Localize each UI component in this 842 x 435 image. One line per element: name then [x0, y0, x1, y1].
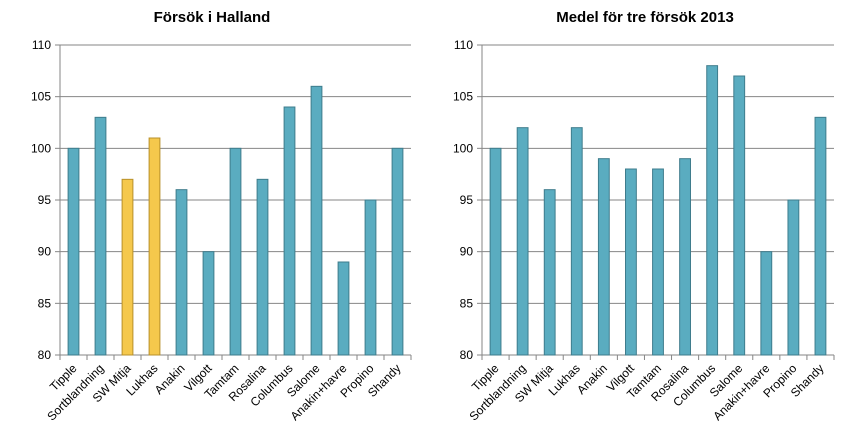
- bar: [175, 189, 188, 356]
- y-tick-label: 95: [460, 193, 474, 207]
- bar: [283, 106, 296, 356]
- bar: [625, 168, 637, 356]
- bar: [570, 127, 583, 356]
- bar: [679, 158, 691, 356]
- bar: [337, 261, 350, 356]
- bar: [364, 199, 377, 356]
- bar: [652, 168, 664, 356]
- bar: [597, 158, 610, 356]
- bar: [256, 178, 269, 356]
- bar: [67, 147, 80, 356]
- y-tick-label: 80: [38, 348, 52, 362]
- y-tick-label: 90: [38, 245, 52, 259]
- bar: [148, 137, 161, 356]
- bar: [543, 189, 556, 356]
- bar: [391, 147, 404, 356]
- bar: [94, 116, 107, 356]
- y-tick-label: 110: [32, 38, 51, 52]
- category-label: Anakin: [152, 361, 188, 397]
- bar: [202, 251, 215, 356]
- chart-1: Försök i Halland80859095100105110TippleS…: [31, 9, 412, 423]
- y-tick-label: 85: [38, 296, 52, 310]
- bar: [706, 65, 719, 356]
- y-tick-label: 100: [31, 141, 51, 155]
- bar: [733, 75, 746, 356]
- bar: [814, 116, 827, 356]
- bar: [310, 85, 323, 356]
- bar: [229, 147, 242, 356]
- bar: [121, 178, 134, 356]
- y-tick-label: 110: [454, 38, 473, 52]
- bar: [787, 199, 800, 356]
- y-tick-label: 85: [460, 296, 474, 310]
- y-tick-label: 95: [38, 193, 52, 207]
- chart-title: Medel för tre försök 2013: [556, 9, 734, 26]
- y-tick-label: 90: [460, 245, 474, 259]
- y-tick-label: 100: [453, 141, 473, 155]
- y-tick-label: 80: [460, 348, 474, 362]
- chart-title: Försök i Halland: [154, 9, 271, 26]
- bar: [760, 251, 773, 356]
- category-label: Anakin: [574, 361, 610, 397]
- bar: [489, 147, 502, 356]
- y-tick-label: 105: [31, 90, 51, 104]
- chart-2: Medel för tre försök 2013 80 85 90 95 100 105 1…: [453, 9, 835, 423]
- y-tick-label: 105: [453, 90, 473, 104]
- bar: [516, 127, 529, 356]
